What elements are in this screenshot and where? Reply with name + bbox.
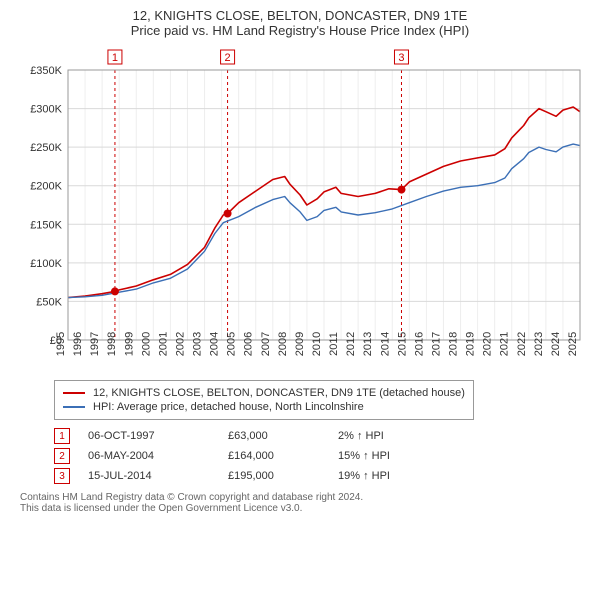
svg-text:1997: 1997 (89, 332, 101, 356)
event-marker-2: 2 (54, 448, 70, 464)
svg-text:£250K: £250K (30, 142, 62, 154)
svg-text:2015: 2015 (396, 332, 408, 356)
event-price-1: £63,000 (228, 430, 338, 442)
event-date-1: 06-OCT-1997 (88, 430, 228, 442)
svg-text:2021: 2021 (499, 332, 511, 356)
legend-label-hpi: HPI: Average price, detached house, Nort… (93, 401, 364, 413)
event-note-2: 15% ↑ HPI (338, 450, 438, 462)
legend-box: 12, KNIGHTS CLOSE, BELTON, DONCASTER, DN… (54, 380, 474, 420)
svg-text:3: 3 (398, 52, 404, 64)
svg-text:2008: 2008 (277, 332, 289, 356)
event-price-3: £195,000 (228, 470, 338, 482)
footer-line-1: Contains HM Land Registry data © Crown c… (20, 492, 590, 503)
svg-text:2006: 2006 (243, 332, 255, 356)
svg-text:£200K: £200K (30, 181, 62, 193)
svg-text:1996: 1996 (72, 332, 84, 356)
svg-text:£150K: £150K (30, 219, 62, 231)
svg-text:1998: 1998 (106, 332, 118, 356)
event-row-1: 1 06-OCT-1997 £63,000 2% ↑ HPI (54, 428, 590, 444)
svg-text:2018: 2018 (448, 332, 460, 356)
legend-swatch-hpi (63, 406, 85, 408)
event-date-2: 06-MAY-2004 (88, 450, 228, 462)
footer: Contains HM Land Registry data © Crown c… (20, 492, 590, 514)
title-line-2: Price paid vs. HM Land Registry's House … (10, 23, 590, 38)
svg-text:2002: 2002 (174, 332, 186, 356)
svg-text:2019: 2019 (465, 332, 477, 356)
event-marker-3: 3 (54, 468, 70, 484)
svg-text:1: 1 (112, 52, 118, 64)
event-note-1: 2% ↑ HPI (338, 430, 438, 442)
svg-text:2025: 2025 (567, 332, 579, 356)
svg-text:2: 2 (225, 52, 231, 64)
svg-text:2012: 2012 (345, 332, 357, 356)
svg-text:2007: 2007 (260, 332, 272, 356)
svg-text:2023: 2023 (533, 332, 545, 356)
svg-text:£300K: £300K (30, 104, 62, 116)
title-block: 12, KNIGHTS CLOSE, BELTON, DONCASTER, DN… (10, 8, 590, 38)
svg-text:£100K: £100K (30, 258, 62, 270)
chart-svg: 123£0£50K£100K£150K£200K£250K£300K£350K1… (10, 44, 590, 374)
legend-row-hpi: HPI: Average price, detached house, Nort… (63, 401, 465, 413)
legend-swatch-property (63, 392, 85, 394)
svg-text:£50K: £50K (36, 296, 62, 308)
footer-line-2: This data is licensed under the Open Gov… (20, 503, 590, 514)
svg-text:2013: 2013 (362, 332, 374, 356)
svg-text:2011: 2011 (328, 332, 340, 356)
legend-row-property: 12, KNIGHTS CLOSE, BELTON, DONCASTER, DN… (63, 387, 465, 399)
svg-text:2001: 2001 (157, 332, 169, 356)
svg-text:2000: 2000 (140, 332, 152, 356)
svg-text:2014: 2014 (379, 332, 391, 356)
event-note-3: 19% ↑ HPI (338, 470, 438, 482)
svg-text:2017: 2017 (430, 332, 442, 356)
event-marker-1: 1 (54, 428, 70, 444)
svg-text:2009: 2009 (294, 332, 306, 356)
svg-text:1999: 1999 (123, 332, 135, 356)
svg-text:2003: 2003 (192, 332, 204, 356)
event-row-3: 3 15-JUL-2014 £195,000 19% ↑ HPI (54, 468, 590, 484)
plot-area: 123£0£50K£100K£150K£200K£250K£300K£350K1… (10, 44, 590, 374)
svg-text:2005: 2005 (226, 332, 238, 356)
svg-text:£350K: £350K (30, 65, 62, 77)
chart-container: 12, KNIGHTS CLOSE, BELTON, DONCASTER, DN… (0, 0, 600, 590)
svg-text:1995: 1995 (55, 332, 67, 356)
event-row-2: 2 06-MAY-2004 £164,000 15% ↑ HPI (54, 448, 590, 464)
svg-text:2020: 2020 (482, 332, 494, 356)
svg-text:2016: 2016 (413, 332, 425, 356)
svg-text:2022: 2022 (516, 332, 528, 356)
event-price-2: £164,000 (228, 450, 338, 462)
legend-label-property: 12, KNIGHTS CLOSE, BELTON, DONCASTER, DN… (93, 387, 465, 399)
svg-text:2024: 2024 (550, 332, 562, 356)
title-line-1: 12, KNIGHTS CLOSE, BELTON, DONCASTER, DN… (10, 8, 590, 23)
event-date-3: 15-JUL-2014 (88, 470, 228, 482)
svg-text:2010: 2010 (311, 332, 323, 356)
svg-text:2004: 2004 (209, 332, 221, 356)
